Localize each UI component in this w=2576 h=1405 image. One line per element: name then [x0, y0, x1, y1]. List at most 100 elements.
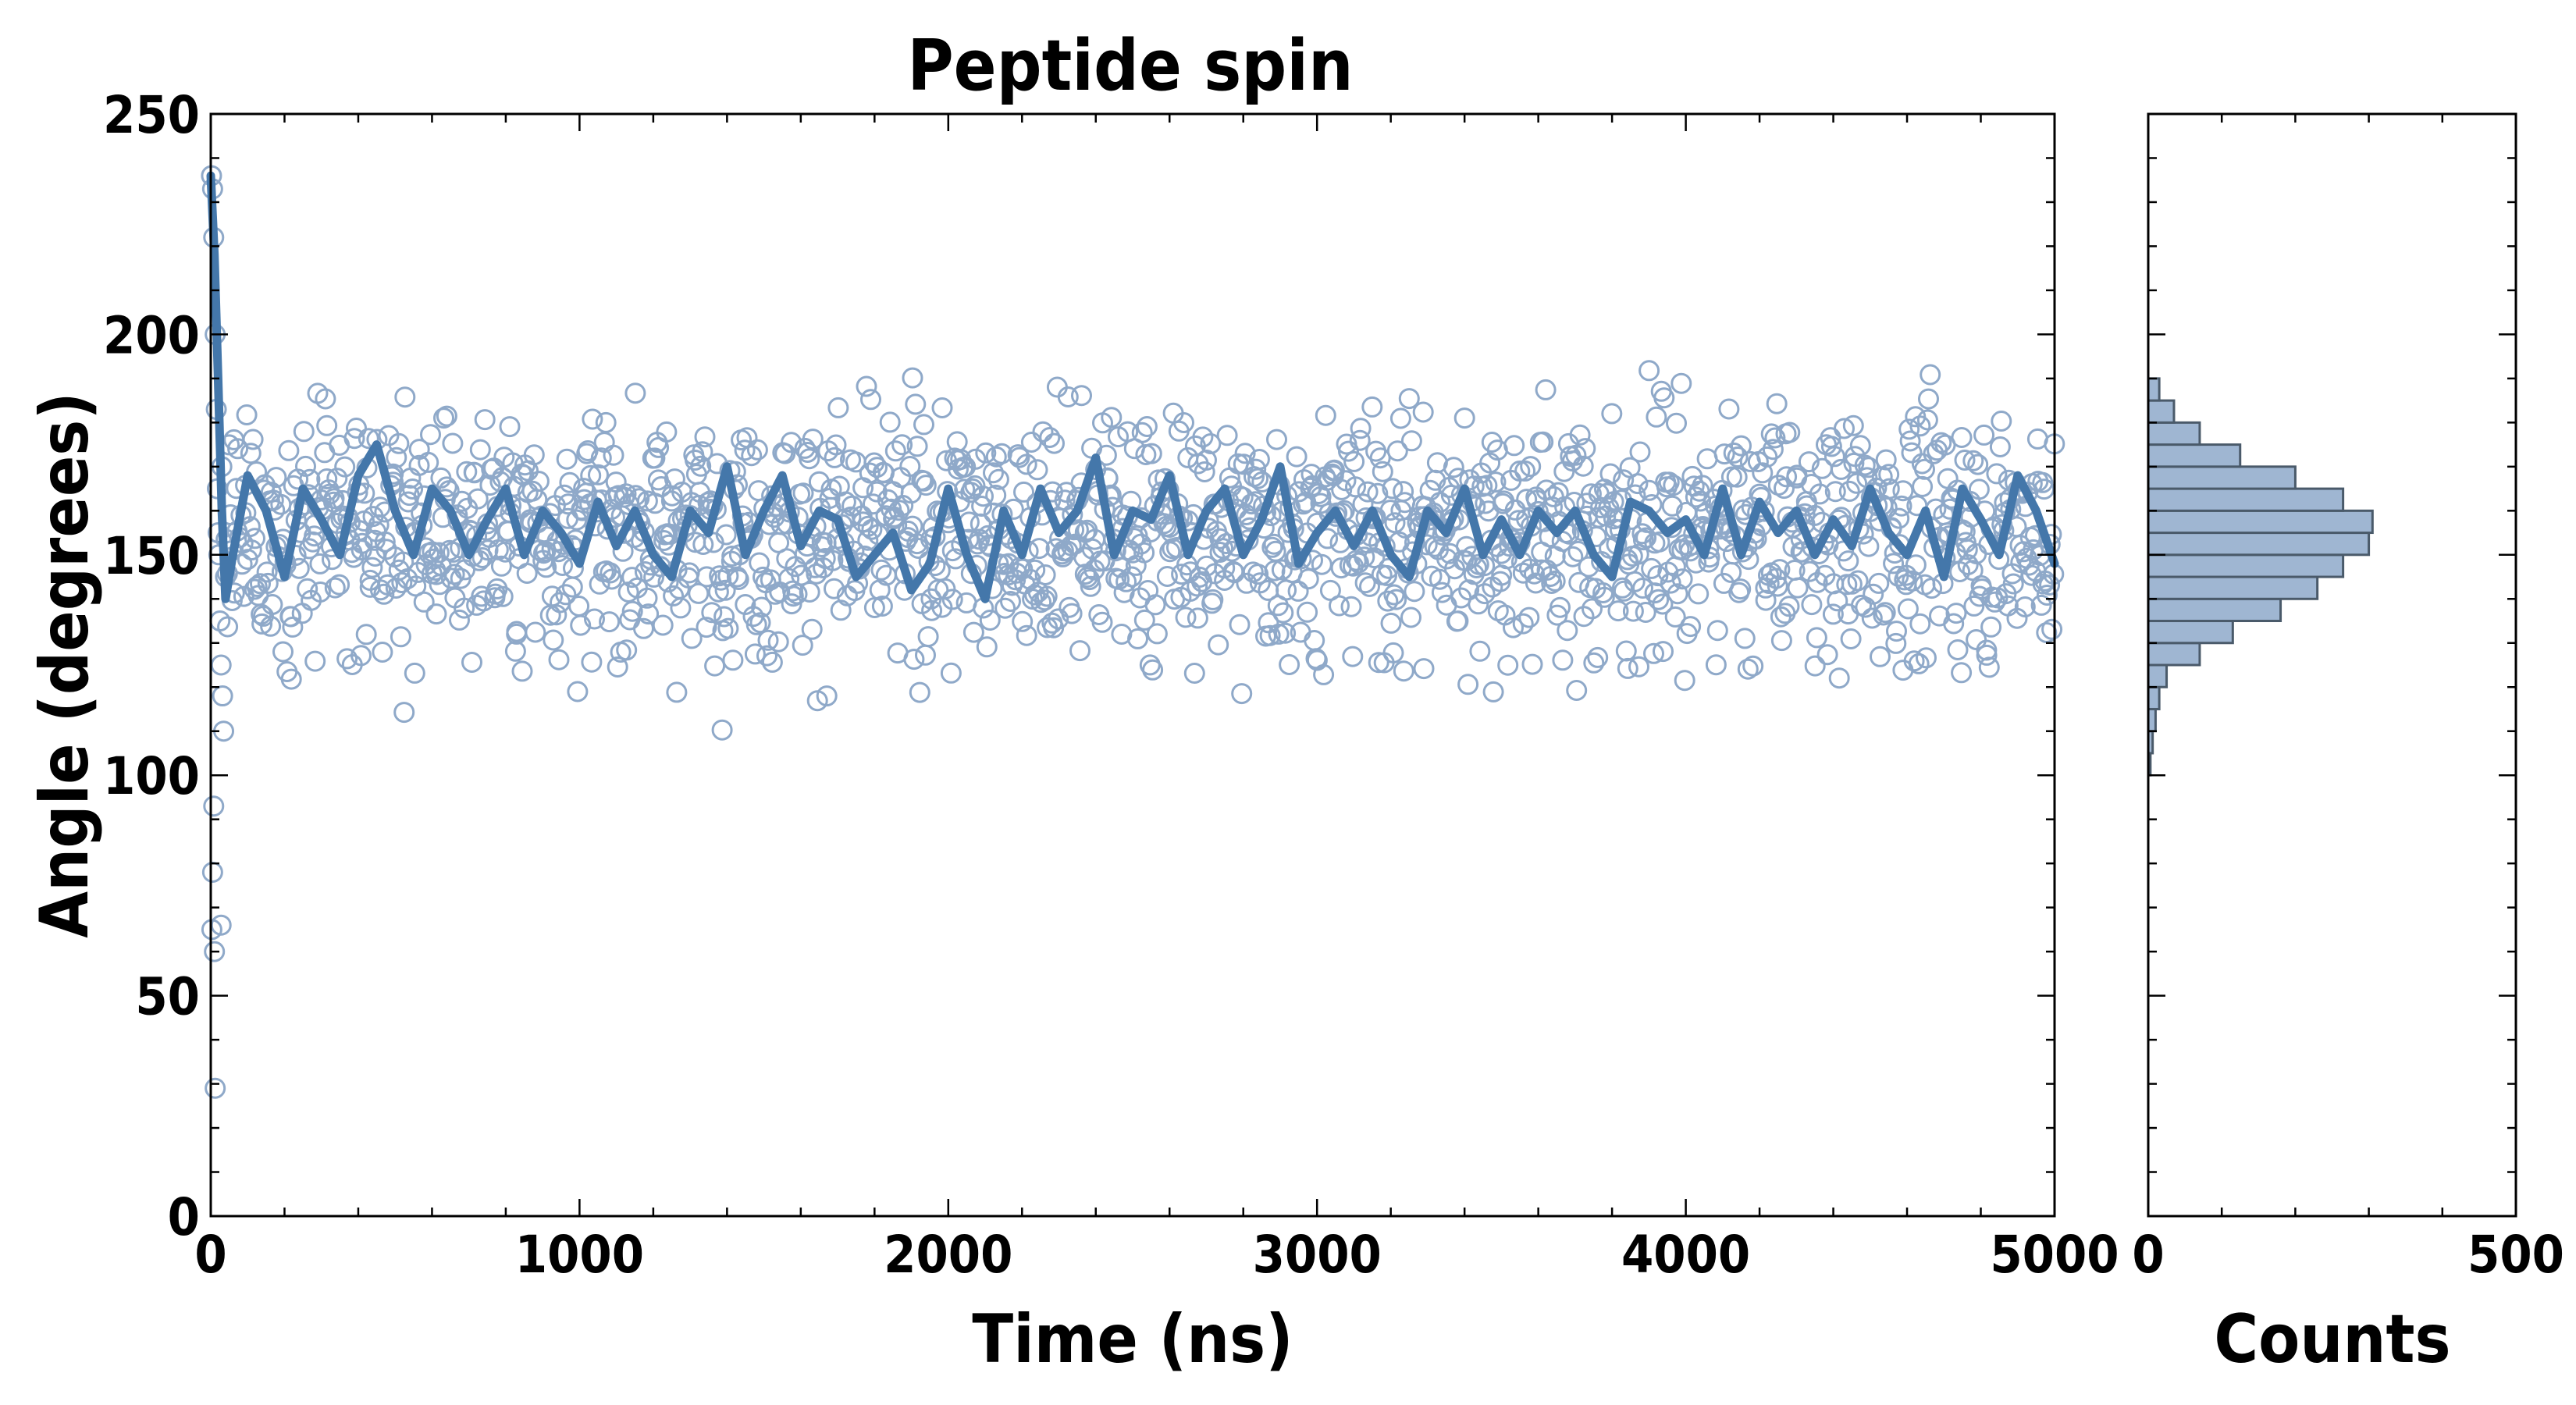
- scatter-point: [1652, 593, 1674, 615]
- scatter-point: [390, 626, 411, 648]
- scatter-point: [1187, 575, 1208, 597]
- scatter-point: [701, 602, 723, 624]
- scatter-point: [588, 464, 609, 486]
- scatter-point: [1801, 594, 1823, 616]
- scatter-point: [291, 603, 313, 624]
- scatter-point: [394, 386, 416, 408]
- scatter-point: [595, 411, 617, 433]
- scatter-point: [1779, 422, 1801, 443]
- scatter-point: [1429, 492, 1451, 514]
- scatter-point: [1730, 578, 1752, 600]
- scatter-point: [1306, 649, 1328, 671]
- scatter-point: [1034, 564, 1056, 585]
- scatter-point: [1304, 630, 1325, 651]
- scatter-point: [1140, 443, 1162, 464]
- scatter-point: [902, 367, 923, 389]
- scatter-point: [1991, 411, 2012, 432]
- scatter-point: [1290, 548, 1312, 570]
- scatter-point: [1354, 572, 1376, 594]
- scatter-point: [1323, 459, 1345, 481]
- scatter-point: [1670, 372, 1692, 394]
- scatter-point: [1868, 572, 1890, 594]
- scatter-point: [913, 414, 934, 436]
- scatter-point: [1121, 566, 1143, 588]
- scatter-point: [329, 574, 350, 596]
- scatter-point: [1142, 659, 1164, 681]
- scatter-point: [1447, 610, 1469, 632]
- scatter-point: [1989, 436, 2011, 457]
- scatter-point: [582, 408, 603, 430]
- scatter-point: [917, 626, 939, 648]
- scatter-point: [840, 506, 862, 528]
- scatter-point: [1874, 602, 1896, 624]
- scatter-point: [1593, 586, 1615, 608]
- scatter-point: [1539, 566, 1561, 587]
- scatter-point: [1364, 547, 1386, 569]
- scatter-point: [1945, 603, 1967, 624]
- scatter-point: [1245, 458, 1267, 480]
- scatter-point: [1901, 442, 1923, 464]
- scatter-point: [1615, 640, 1637, 662]
- scatter-point: [1131, 422, 1153, 443]
- scatter-point: [2036, 585, 2058, 606]
- scatter-point: [1980, 616, 2002, 638]
- scatter-point: [761, 485, 783, 507]
- scatter-point: [1476, 475, 1498, 496]
- scatter-point: [681, 628, 703, 649]
- scatter-point: [436, 405, 457, 427]
- scatter-point: [1359, 575, 1380, 597]
- scatter-point: [1798, 451, 1820, 473]
- scatter-point: [879, 411, 901, 433]
- scatter-point: [1622, 600, 1644, 622]
- scatter-point: [1566, 680, 1588, 701]
- scatter-point: [1518, 606, 1540, 628]
- scatter-point: [1578, 556, 1599, 578]
- scatter-point: [309, 553, 331, 574]
- scatter-point: [304, 650, 326, 672]
- scatter-point: [638, 603, 660, 625]
- scatter-point: [713, 606, 735, 628]
- x-tick-label: 1000: [515, 1225, 644, 1285]
- y-tick-label: 200: [103, 305, 200, 365]
- scatter-point: [404, 662, 425, 684]
- scatter-point: [1909, 415, 1931, 437]
- scatter-point: [744, 643, 766, 665]
- scatter-point: [965, 448, 987, 470]
- scatter-point: [272, 641, 294, 663]
- scatter-point: [492, 585, 514, 607]
- scatter-point: [1967, 454, 1989, 475]
- scatter-point: [741, 445, 763, 467]
- scatter-point: [1583, 652, 1605, 674]
- scatter-point: [1288, 481, 1310, 503]
- histogram-bar: [2147, 663, 2169, 688]
- scatter-point: [1367, 482, 1389, 504]
- scatter-point: [1016, 624, 1037, 646]
- scatter-point: [792, 635, 813, 656]
- scatter-point: [1412, 401, 1434, 423]
- scatter-point: [280, 668, 302, 690]
- scatter-point: [456, 461, 478, 482]
- scatter-point: [1012, 610, 1034, 632]
- scatter-point: [1846, 472, 1868, 494]
- scatter-point: [1263, 533, 1285, 555]
- scatter-point: [1382, 642, 1404, 663]
- scatter-point: [1658, 471, 1680, 493]
- scatter-point: [559, 471, 581, 493]
- scatter-point: [1822, 603, 1844, 625]
- scatter-point: [1229, 614, 1251, 635]
- scatter-point: [1048, 608, 1069, 630]
- scatter-point: [806, 563, 827, 585]
- scatter-point: [205, 1077, 226, 1099]
- scatter-point: [827, 397, 849, 418]
- scatter-point: [1674, 670, 1695, 692]
- scatter-point: [644, 447, 666, 469]
- scatter-point: [1200, 433, 1222, 454]
- histogram-bar: [2147, 642, 2201, 667]
- histogram-bar: [2147, 399, 2176, 424]
- scatter-point: [628, 488, 650, 510]
- scatter-point: [962, 621, 984, 643]
- scatter-point: [1723, 442, 1745, 464]
- scatter-point: [438, 480, 460, 502]
- histogram-x-tick-label: 500: [2467, 1225, 2564, 1285]
- scatter-point: [420, 424, 441, 446]
